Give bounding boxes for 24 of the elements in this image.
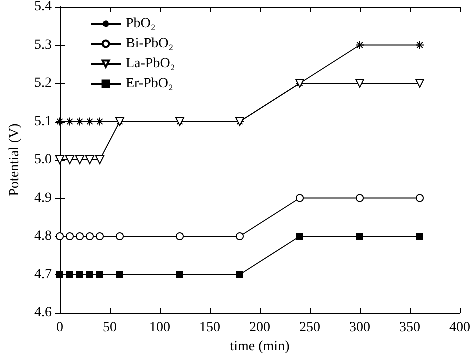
x-tick-label: 50 xyxy=(103,320,117,336)
x-tick-label: 100 xyxy=(150,320,170,336)
y-tick-label: 5.2 xyxy=(34,76,52,91)
legend-label: PbO₂ xyxy=(126,16,156,32)
y-tick-label: 5.0 xyxy=(34,152,52,168)
y-tick-label: 4.9 xyxy=(34,190,52,206)
x-axis-title: time (min) xyxy=(230,339,290,354)
y-tick-label: 5.1 xyxy=(34,114,52,130)
x-tick-label: 250 xyxy=(300,320,320,336)
x-tick-label: 300 xyxy=(350,320,370,336)
y-tick-label: 4.6 xyxy=(34,306,52,320)
legend-label: Er-PbO₂ xyxy=(126,76,174,92)
x-tick-label: 150 xyxy=(200,320,220,336)
y-tick-label: 4.8 xyxy=(34,229,52,244)
y-axis-title: Potential (V) xyxy=(8,123,22,196)
x-tick-label: 350 xyxy=(400,320,420,336)
y-tick-label: 5.4 xyxy=(34,0,52,14)
x-tick-label: 400 xyxy=(450,320,470,336)
y-tick-label: 4.7 xyxy=(34,267,52,282)
legend-label: Bi-PbO₂ xyxy=(126,36,174,52)
legend-label: La-PbO₂ xyxy=(126,56,176,72)
y-tick-label: 5.3 xyxy=(34,38,52,53)
x-tick-label: 0 xyxy=(56,320,64,336)
x-tick-label: 200 xyxy=(250,320,270,336)
